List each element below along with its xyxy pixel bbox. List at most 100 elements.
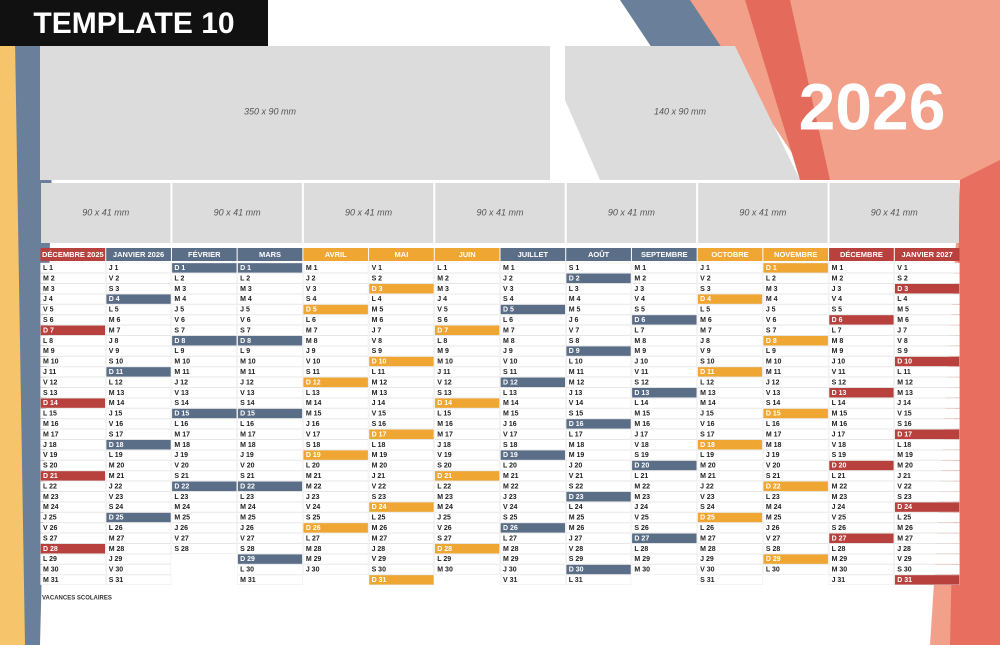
day: J 2 bbox=[306, 275, 316, 282]
day-row bbox=[697, 304, 763, 315]
day: V 13 bbox=[766, 390, 781, 397]
day-row bbox=[631, 314, 697, 326]
day: L 20 bbox=[306, 463, 320, 470]
placeholder-small bbox=[41, 183, 171, 243]
day: M 10 bbox=[437, 359, 453, 366]
day-row bbox=[368, 283, 434, 294]
day-row bbox=[237, 314, 303, 326]
day-row bbox=[171, 439, 237, 450]
day-row bbox=[763, 273, 829, 284]
day-row bbox=[763, 294, 829, 305]
day-row bbox=[303, 335, 369, 346]
day-row bbox=[697, 314, 763, 326]
day-row bbox=[237, 543, 303, 554]
day: J 17 bbox=[634, 431, 648, 438]
day: J 9 bbox=[503, 348, 513, 355]
day: M 18 bbox=[174, 442, 190, 449]
day: M 3 bbox=[437, 286, 449, 293]
day: J 16 bbox=[306, 421, 320, 428]
day-row bbox=[368, 481, 434, 492]
day-row bbox=[894, 418, 960, 430]
placeholder-label: 90 x 41 mm bbox=[214, 207, 262, 217]
day-row bbox=[828, 356, 894, 367]
day: M 4 bbox=[766, 296, 778, 303]
day: L 30 bbox=[766, 567, 780, 574]
day-row bbox=[828, 439, 894, 450]
month-name: AOÛT bbox=[588, 250, 610, 259]
day-row bbox=[763, 502, 829, 513]
day: D 1 bbox=[766, 265, 777, 272]
day: J 8 bbox=[700, 338, 710, 345]
day-row bbox=[434, 418, 500, 430]
day: D 12 bbox=[306, 379, 321, 386]
day: S 9 bbox=[897, 348, 908, 355]
day: S 3 bbox=[109, 286, 120, 293]
day: M 29 bbox=[503, 556, 519, 563]
month-name: JANVIER 2026 bbox=[113, 250, 164, 259]
day: S 21 bbox=[240, 473, 255, 480]
day-row bbox=[894, 574, 960, 586]
day-row bbox=[763, 377, 829, 388]
day-row bbox=[763, 304, 829, 315]
day-row bbox=[303, 294, 369, 305]
day: M 13 bbox=[109, 390, 125, 397]
day-row bbox=[237, 554, 303, 565]
day: L 28 bbox=[832, 546, 846, 553]
day-row bbox=[237, 481, 303, 492]
day: J 25 bbox=[43, 515, 57, 522]
placeholder-label: 90 x 41 mm bbox=[345, 207, 393, 217]
day: V 1 bbox=[372, 265, 383, 272]
month-header bbox=[40, 248, 106, 261]
day-row bbox=[894, 481, 960, 492]
day-row bbox=[368, 418, 434, 430]
day: S 3 bbox=[700, 286, 711, 293]
day-row bbox=[40, 356, 106, 367]
month-name: AVRIL bbox=[325, 250, 347, 259]
day: V 3 bbox=[306, 286, 317, 293]
day: S 24 bbox=[700, 504, 715, 511]
month-header bbox=[631, 248, 697, 261]
day: L 30 bbox=[240, 567, 254, 574]
day: M 22 bbox=[832, 483, 848, 490]
day-row bbox=[566, 429, 632, 440]
day-row bbox=[40, 262, 106, 274]
day-row bbox=[894, 522, 960, 534]
day: S 6 bbox=[437, 317, 448, 324]
day-row bbox=[500, 366, 566, 378]
day: M 14 bbox=[700, 400, 716, 407]
day-row bbox=[763, 470, 829, 482]
day: D 21 bbox=[43, 473, 58, 480]
day: S 5 bbox=[634, 307, 645, 314]
day-row bbox=[303, 450, 369, 461]
day-row bbox=[697, 470, 763, 482]
day: V 4 bbox=[634, 296, 645, 303]
day: D 14 bbox=[437, 400, 452, 407]
day: D 31 bbox=[372, 577, 387, 584]
day-row bbox=[303, 564, 369, 575]
day: M 18 bbox=[240, 442, 256, 449]
day: J 24 bbox=[634, 504, 648, 511]
day: V 6 bbox=[240, 317, 251, 324]
day: J 2 bbox=[503, 275, 513, 282]
day-row bbox=[303, 346, 369, 357]
day: S 23 bbox=[897, 494, 912, 501]
day-row bbox=[434, 481, 500, 492]
day-row bbox=[763, 450, 829, 461]
day-row bbox=[697, 522, 763, 534]
day-row bbox=[697, 408, 763, 419]
day-row bbox=[171, 325, 237, 336]
day-row bbox=[500, 346, 566, 357]
day: D 17 bbox=[897, 431, 912, 438]
day-row bbox=[697, 574, 763, 586]
day-row bbox=[763, 262, 829, 274]
day-row bbox=[631, 439, 697, 450]
day: V 1 bbox=[897, 265, 908, 272]
day: J 18 bbox=[437, 442, 451, 449]
day-row bbox=[106, 387, 172, 398]
day-row bbox=[368, 366, 434, 378]
day: J 19 bbox=[766, 452, 780, 459]
day: V 23 bbox=[109, 494, 124, 501]
day: S 19 bbox=[634, 452, 649, 459]
day: M 3 bbox=[43, 286, 55, 293]
day: V 6 bbox=[766, 317, 777, 324]
